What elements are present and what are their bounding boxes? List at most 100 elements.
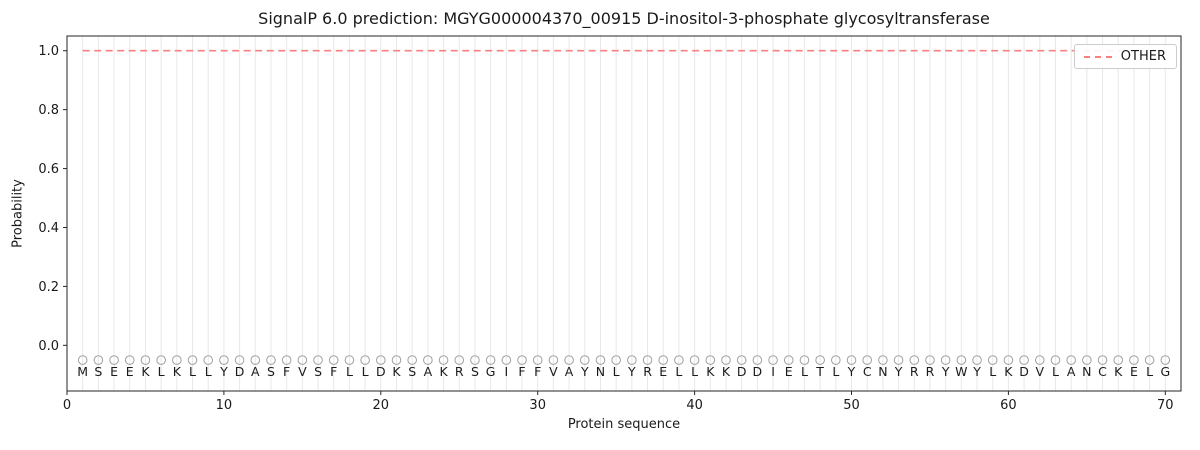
residue-marker [313,355,323,365]
x-tick-label: 60 [1000,398,1017,413]
x-tick-label: 20 [373,398,390,413]
residue-marker [956,355,967,365]
residue-letter: S [267,364,275,379]
y-tick-label: 0.6 [38,162,59,177]
residue-marker [93,355,104,365]
residue-letter: R [910,364,919,379]
residue-letter: A [424,364,433,379]
residue-letter: G [1160,364,1170,379]
residue-letter: L [189,364,196,379]
residue-marker [815,355,825,365]
residue-marker [360,355,370,365]
residue-letter: D [235,364,245,379]
residue-letter: L [1146,364,1153,379]
residue-marker [1097,355,1108,365]
residue-letter: F [518,364,525,379]
residue-marker [77,355,88,365]
residue-letter: N [596,364,605,379]
residue-marker [407,355,417,365]
residue-marker [831,355,841,365]
axes-frame [66,35,1182,392]
residue-marker [1034,355,1045,365]
residue-marker [1129,355,1139,365]
residue-letter: I [771,364,775,379]
residue-letter: T [815,364,824,379]
residue-letter: L [801,364,808,379]
residue-letter: A [565,364,574,379]
y-tick-label: 1.0 [38,44,59,59]
residue-letter: Y [894,364,903,379]
residue-marker [768,355,778,365]
residue-marker [799,355,810,365]
residue-marker [987,355,998,365]
residue-marker [736,355,747,365]
residue-letter: K [1004,364,1013,379]
residue-marker [297,355,308,365]
residue-letter: Y [219,364,228,379]
residue-letter: Y [580,364,589,379]
residue-letter: V [549,364,558,379]
residue-marker [689,355,700,365]
x-tick-label: 40 [686,398,703,413]
residue-letter: D [376,364,386,379]
residue-marker [642,355,653,365]
residue-letter: Y [972,364,981,379]
residue-marker [109,355,119,365]
residue-letter: L [205,364,212,379]
residue-letter: K [173,364,182,379]
residue-marker [1082,355,1092,365]
residue-marker [1066,355,1076,365]
residue-letter: L [675,364,682,379]
residue-marker [862,355,872,365]
residue-marker [391,355,402,365]
residue-letter: S [471,364,479,379]
residue-letter: G [486,364,496,379]
residue-letter: A [251,364,260,379]
residue-letter: V [1036,364,1045,379]
residue-letter: V [298,364,307,379]
y-axis-label: Probability [10,179,26,248]
residue-letter: D [753,364,763,379]
residue-marker [548,355,559,365]
residue-letter: K [1114,364,1123,379]
residue-letter: I [504,364,508,379]
residue-marker [501,355,512,365]
y-tick-label: 0.8 [38,103,59,118]
residue-marker [485,355,496,365]
legend: OTHER [1073,44,1177,69]
legend-entry-label: OTHER [1120,49,1166,64]
residue-marker [783,355,794,365]
residue-marker [376,355,386,365]
residue-letter: C [863,364,872,379]
residue-marker [532,355,543,365]
residue-letter: L [832,364,839,379]
residue-marker [893,355,904,365]
residue-letter: E [785,364,793,379]
residue-marker [627,355,637,365]
residue-marker [124,355,135,365]
residue-marker [1003,355,1014,365]
residue-marker [1144,355,1155,365]
x-tick-label: 30 [529,398,546,413]
residue-marker [674,355,684,365]
residue-marker [172,355,182,365]
residue-letter: L [989,364,996,379]
residue-letter: K [706,364,715,379]
residue-marker [156,355,166,365]
residue-letter: Y [627,364,636,379]
residue-letter: Y [847,364,856,379]
residue-marker [1160,355,1171,365]
residue-marker [1050,355,1061,365]
residue-marker [187,355,198,365]
residue-letter: S [314,364,322,379]
residue-marker [1113,355,1124,365]
legend-dashed-line-icon [1083,55,1112,58]
residue-letter: N [878,364,887,379]
residue-letter: K [141,364,150,379]
residue-marker [705,355,716,365]
residue-letter: N [1082,364,1091,379]
residue-marker [611,355,621,365]
residue-letter: E [659,364,667,379]
residue-letter: L [613,364,620,379]
